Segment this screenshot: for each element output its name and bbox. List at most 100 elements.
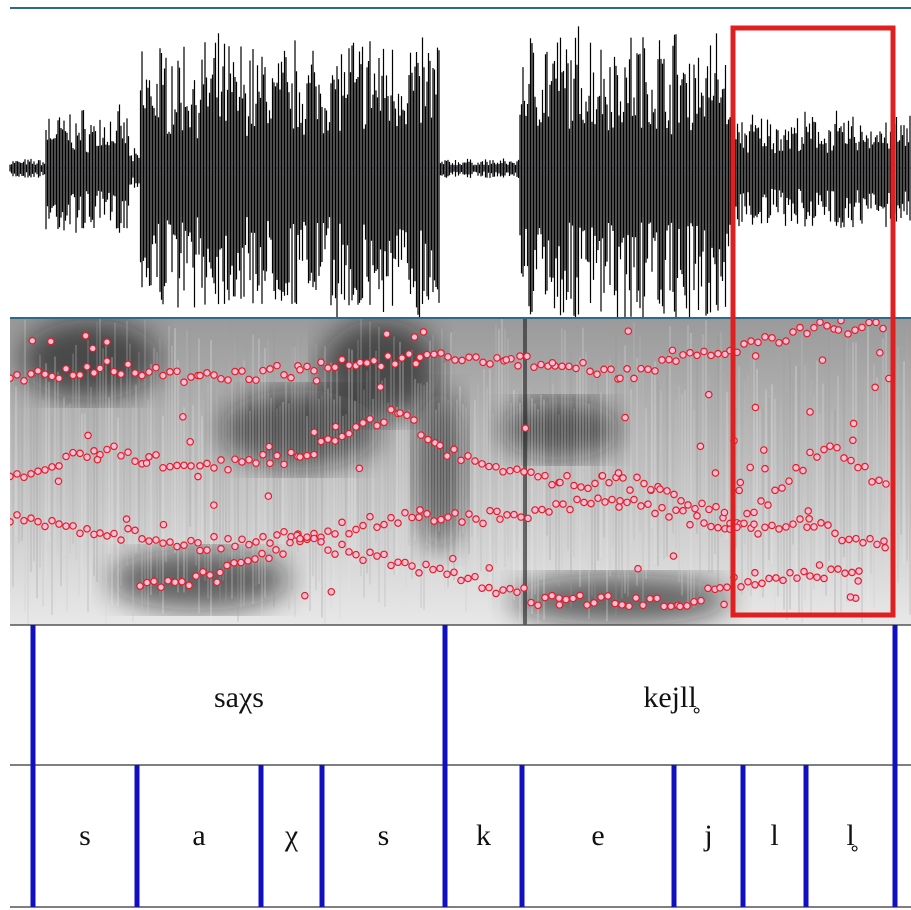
formant-point xyxy=(167,369,173,375)
formant-point xyxy=(493,590,499,596)
formant-point xyxy=(751,509,757,515)
formant-point xyxy=(218,545,224,551)
formant-point xyxy=(231,560,237,566)
formant-point xyxy=(325,528,331,534)
formant-point xyxy=(42,523,48,529)
formant-point xyxy=(416,570,422,576)
formant-point xyxy=(497,516,503,522)
formant-point xyxy=(218,376,224,382)
formant-point xyxy=(7,375,13,381)
formant-point xyxy=(819,357,825,363)
formant-point xyxy=(721,601,727,607)
formant-point xyxy=(451,446,457,452)
formant-point xyxy=(599,473,605,479)
formant-point xyxy=(287,539,293,545)
formant-point xyxy=(143,460,149,466)
formant-point xyxy=(706,506,712,512)
formant-point xyxy=(528,599,534,605)
formant-point xyxy=(640,602,646,608)
formant-point xyxy=(211,465,217,471)
formant-point xyxy=(625,328,631,334)
formant-point xyxy=(631,375,637,381)
formant-point xyxy=(832,530,838,536)
formant-point xyxy=(70,449,76,455)
formant-point xyxy=(118,537,124,543)
formant-point xyxy=(698,597,704,603)
formant-point xyxy=(776,340,782,346)
waveform-trace xyxy=(10,26,910,321)
formant-point xyxy=(84,364,90,370)
formant-point xyxy=(828,566,834,572)
formant-point xyxy=(790,329,796,335)
formant-point xyxy=(487,361,493,367)
formant-point xyxy=(521,469,527,475)
formant-point xyxy=(246,457,252,463)
formant-point xyxy=(325,436,331,442)
formant-point xyxy=(635,566,641,572)
formant-point xyxy=(411,417,417,423)
formant-point xyxy=(165,578,171,584)
formant-point xyxy=(132,370,138,376)
formant-point xyxy=(517,353,523,359)
formant-point xyxy=(158,584,164,590)
formant-point xyxy=(353,551,359,557)
formant-point xyxy=(260,367,266,373)
formant-point xyxy=(601,366,607,372)
formant-point xyxy=(631,496,637,502)
formant-point xyxy=(846,536,852,542)
formant-point xyxy=(48,338,54,344)
formant-point xyxy=(304,534,310,540)
formant-point xyxy=(479,461,485,467)
formant-point xyxy=(797,516,803,522)
formant-point xyxy=(567,506,573,512)
formant-point xyxy=(125,449,131,455)
formant-point xyxy=(634,474,640,480)
formant-point xyxy=(360,522,366,528)
formant-point xyxy=(197,372,203,378)
formant-point xyxy=(855,578,861,584)
formant-point xyxy=(217,569,223,575)
formant-point xyxy=(617,375,623,381)
formant-point xyxy=(494,508,500,514)
formant-point xyxy=(694,352,700,358)
formant-point xyxy=(174,368,180,374)
formant-point xyxy=(794,575,800,581)
formant-point xyxy=(804,524,810,530)
formant-point xyxy=(193,573,199,579)
formant-point xyxy=(766,575,772,581)
formant-point xyxy=(783,524,789,530)
formant-point xyxy=(779,485,785,491)
formant-point xyxy=(397,410,403,416)
formant-point xyxy=(77,372,83,378)
formant-point xyxy=(664,488,670,494)
formant-point xyxy=(288,449,294,455)
formant-point xyxy=(180,414,186,420)
formant-point xyxy=(395,520,401,526)
formant-point xyxy=(624,366,630,372)
formant-point xyxy=(118,371,124,377)
formant-point xyxy=(70,523,76,529)
formant-point xyxy=(266,555,272,561)
formant-point xyxy=(35,468,41,474)
formant-point xyxy=(137,583,143,589)
formant-point xyxy=(311,451,317,457)
formant-point xyxy=(839,537,845,543)
formant-point xyxy=(84,454,90,460)
formant-point xyxy=(160,372,166,378)
formant-point xyxy=(705,585,711,591)
formant-point xyxy=(211,502,217,508)
formant-point xyxy=(404,412,410,418)
formant-point xyxy=(280,551,286,557)
formant-point xyxy=(806,516,812,522)
formant-point xyxy=(473,516,479,522)
formant-point xyxy=(876,477,882,483)
formant-point xyxy=(816,562,822,568)
phone-label: k xyxy=(476,819,491,852)
formant-point xyxy=(648,486,654,492)
formant-point xyxy=(622,414,628,420)
textgrid: saχskejll̥saχskejll̥ xyxy=(10,625,911,907)
formant-point xyxy=(424,351,430,357)
formant-point xyxy=(811,325,817,331)
formant-point xyxy=(762,334,768,340)
formant-point xyxy=(151,578,157,584)
